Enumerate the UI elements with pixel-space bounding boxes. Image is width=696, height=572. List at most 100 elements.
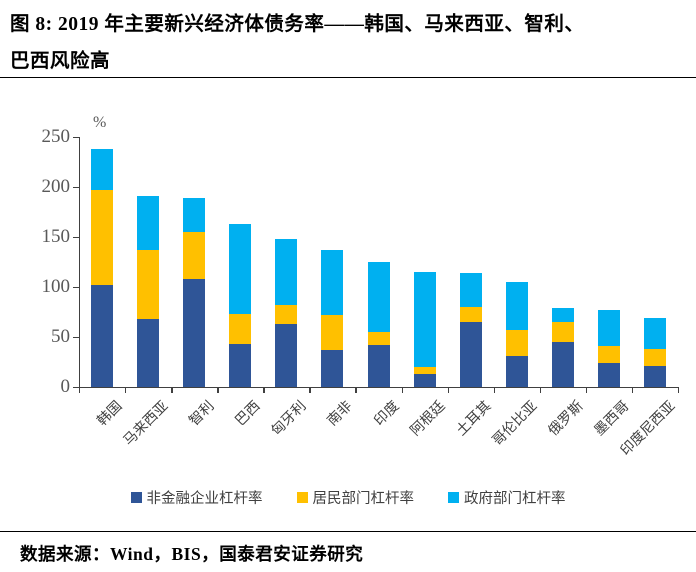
bar-segment-政府部门杠杆率 (505, 282, 528, 330)
stacked-bar-6 (321, 250, 344, 387)
bar-segment-政府部门杠杆率 (597, 310, 620, 346)
y-axis-tick (73, 237, 79, 239)
stacked-bar-8 (413, 272, 436, 387)
bar-segment-非金融企业杠杆率 (597, 363, 620, 387)
x-axis-tick (217, 387, 219, 393)
bar-segment-居民部门杠杆率 (551, 322, 574, 342)
x-axis-line (79, 387, 678, 389)
x-axis-tick (79, 387, 81, 393)
stacked-bar-chart: 0 50 100 150 200 250% 韩国 马来西亚 智利 巴西 匈牙利 南非 印度 阿根廷 土耳其哥… (0, 78, 696, 478)
bar-segment-政府部门杠杆率 (275, 239, 298, 305)
bar-segment-居民部门杠杆率 (597, 346, 620, 363)
y-axis-tick-label: 200 (41, 176, 71, 197)
legend-swatch-icon (130, 491, 142, 503)
x-axis-tick (585, 387, 588, 393)
bar-segment-非金融企业杠杆率 (413, 374, 436, 387)
bar-segment-居民部门杠杆率 (321, 315, 344, 350)
bar-segment-非金融企业杠杆率 (229, 344, 252, 387)
bar-segment-非金融企业杠杆率 (367, 345, 390, 387)
legend-swatch-icon (296, 491, 308, 503)
x-axis-tick (539, 387, 542, 393)
bar-segment-非金融企业杠杆率 (459, 322, 482, 387)
stacked-bar-11 (551, 308, 574, 387)
y-axis-tick-label: 0 (60, 376, 71, 397)
x-axis-category-label: 南非 (325, 398, 356, 430)
stacked-bar-10 (505, 282, 528, 387)
x-axis-category-label: 韩国 (95, 398, 126, 430)
bar-segment-政府部门杠杆率 (137, 196, 160, 250)
y-axis-tick-label: 50 (51, 326, 70, 347)
legend-label: 居民部门杠杆率 (312, 490, 415, 507)
data-source-text: 数据来源：Wind，BIS，国泰君安证券研究 (20, 544, 364, 564)
bar-segment-居民部门杠杆率 (505, 330, 528, 356)
bar-segment-政府部门杠杆率 (321, 250, 344, 315)
legend-item-1: 非金融企业杠杆率 (130, 487, 263, 508)
legend-swatch-icon (448, 491, 459, 503)
bar-segment-政府部门杠杆率 (643, 318, 666, 349)
stacked-bar-5 (275, 239, 298, 387)
y-axis-tick (73, 187, 79, 189)
x-axis-category-label: 印度 (371, 398, 402, 430)
y-axis-tick (73, 337, 79, 339)
bar-segment-政府部门杠杆率 (183, 198, 206, 232)
legend-item-2: 居民部门杠杆率 (296, 487, 415, 508)
x-axis-tick (309, 387, 311, 393)
chart-legend: 非金融企业杠杆率 居民部门杠杆率 政府部门杠杆率 (0, 486, 696, 508)
bar-segment-非金融企业杠杆率 (275, 324, 298, 387)
x-axis-tick (263, 387, 265, 393)
bar-segment-居民部门杠杆率 (183, 232, 206, 279)
bar-segment-居民部门杠杆率 (137, 250, 160, 319)
bar-segment-非金融企业杠杆率 (551, 342, 574, 387)
x-axis-category-label: 巴西 (233, 398, 264, 430)
y-axis-tick-label: 150 (41, 226, 71, 247)
bar-segment-居民部门杠杆率 (275, 305, 298, 324)
bar-segment-非金融企业杠杆率 (91, 285, 114, 387)
bar-segment-政府部门杠杆率 (413, 272, 436, 367)
bar-segment-非金融企业杠杆率 (183, 279, 206, 387)
stacked-bar-9 (459, 273, 482, 387)
bar-segment-政府部门杠杆率 (459, 273, 482, 307)
x-axis-category-label: 阿根廷 (407, 398, 448, 440)
legend-label: 非金融企业杠杆率 (146, 490, 263, 507)
y-axis-unit-label: % (93, 114, 107, 131)
y-axis-line (79, 137, 81, 387)
x-axis-tick (631, 387, 634, 393)
bar-segment-政府部门杠杆率 (367, 262, 390, 332)
y-axis-tick-label: 250 (41, 126, 71, 147)
stacked-bar-7 (367, 262, 390, 387)
x-axis-category-label: 马来西亚 (121, 398, 172, 450)
bar-segment-政府部门杠杆率 (551, 308, 574, 322)
source-divider-line (0, 531, 696, 532)
y-axis-tick (73, 137, 79, 139)
bar-segment-政府部门杠杆率 (91, 149, 114, 190)
x-axis-tick (125, 387, 127, 393)
bar-segment-政府部门杠杆率 (229, 224, 252, 314)
bar-segment-居民部门杠杆率 (459, 307, 482, 322)
bar-segment-居民部门杠杆率 (413, 367, 436, 374)
legend-label: 政府部门杠杆率 (464, 490, 566, 507)
bar-segment-居民部门杠杆率 (367, 332, 390, 345)
x-axis-tick (493, 387, 496, 393)
x-axis-tick (355, 387, 357, 393)
bar-segment-非金融企业杠杆率 (505, 356, 528, 387)
figure-title-line1: 图 8: 2019 年主要新兴经济体债务率——韩国、马来西亚、智利、 (10, 14, 585, 35)
x-axis-category-label: 智利 (187, 398, 218, 430)
x-axis-category-label: 哥伦比亚 (489, 398, 541, 450)
stacked-bar-2 (137, 196, 160, 387)
bar-segment-居民部门杠杆率 (91, 190, 114, 285)
bar-segment-居民部门杠杆率 (643, 349, 666, 366)
stacked-bar-12 (597, 310, 620, 387)
stacked-bar-1 (91, 149, 114, 387)
y-axis-tick (73, 287, 79, 289)
bar-segment-非金融企业杠杆率 (321, 350, 344, 387)
x-axis-category-label: 匈牙利 (269, 398, 310, 440)
title-divider-line (0, 77, 696, 78)
bar-segment-非金融企业杠杆率 (137, 319, 160, 387)
source-block: 数据来源：Wind，BIS，国泰君安证券研究 (0, 532, 696, 566)
x-axis-tick (447, 387, 449, 393)
figure-title-line2: 巴西风险高 (10, 51, 111, 72)
y-axis-tick (73, 387, 79, 389)
stacked-bar-4 (229, 224, 252, 387)
bar-segment-非金融企业杠杆率 (643, 366, 666, 387)
